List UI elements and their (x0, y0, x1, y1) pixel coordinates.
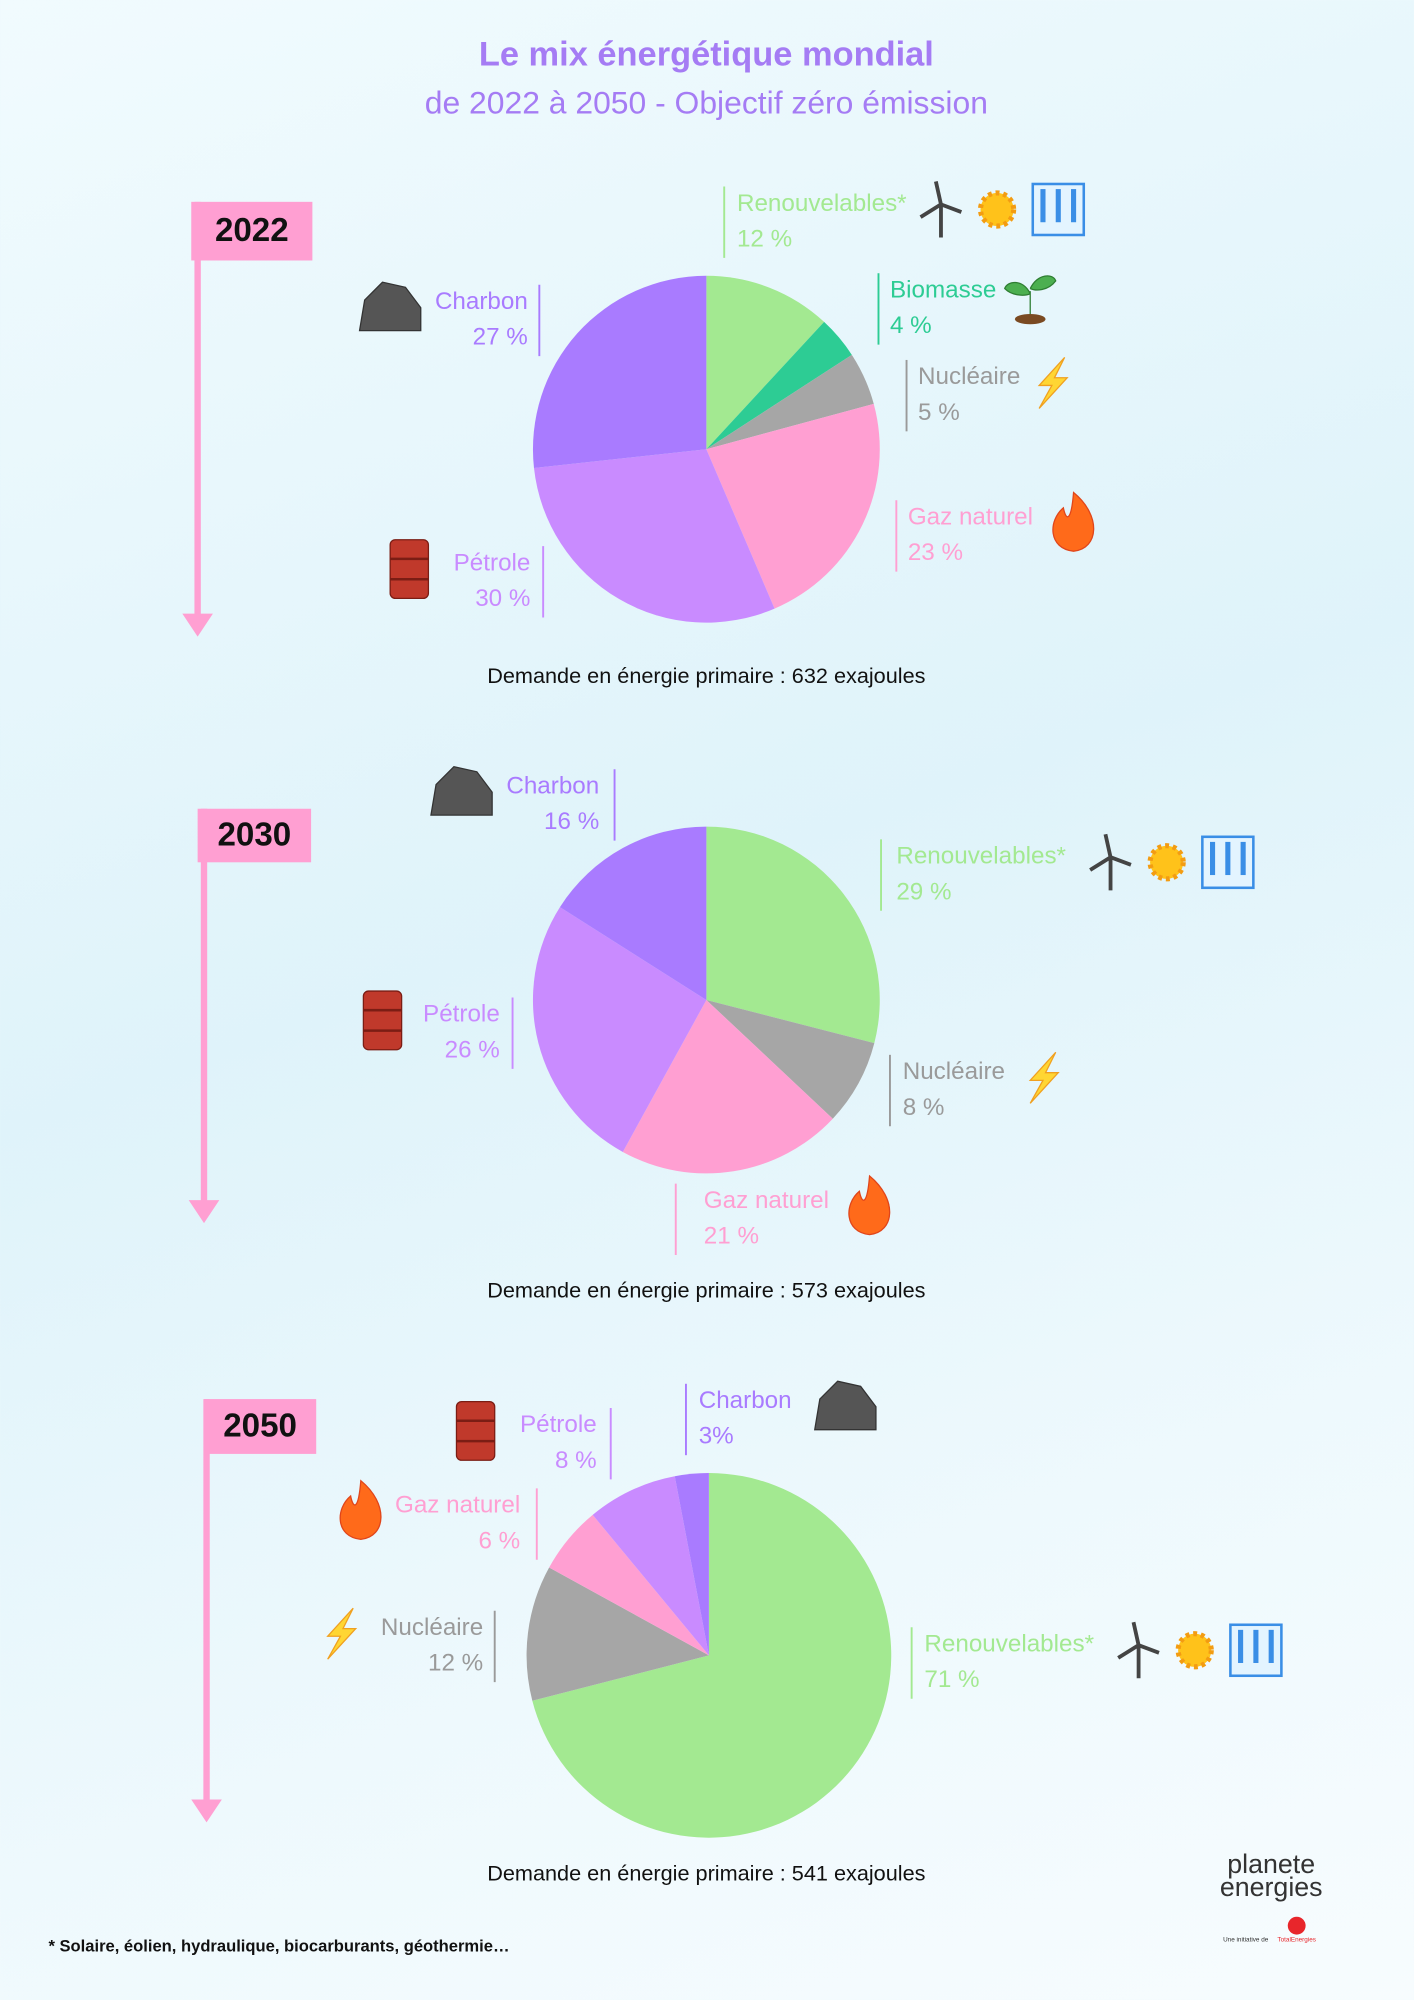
slice-value: 12 % (428, 1650, 483, 1677)
slice-label: Gaz naturel (704, 1187, 829, 1214)
slice-value: 8 % (555, 1447, 597, 1474)
slice-label: Renouvelables* (924, 1631, 1094, 1658)
logo-mark (1287, 1916, 1306, 1935)
demand-note: Demande en énergie primaire : 573 exajou… (487, 1278, 925, 1303)
pie-slice (706, 826, 880, 1044)
slice-label: Pétrole (454, 549, 531, 576)
year-box (191, 201, 313, 261)
year-label: 2050 (223, 1408, 297, 1445)
pie-slice (622, 1000, 833, 1174)
icon-flame (339, 1479, 382, 1540)
slice-label: Nucléaire (381, 1614, 483, 1641)
icon-sun (1175, 1631, 1214, 1670)
footnote: * Solaire, éolien, hydraulique, biocarbu… (48, 1937, 509, 1956)
slice-value: 5 % (918, 399, 960, 426)
icon-bolt (1028, 1051, 1060, 1104)
pie-slice (533, 449, 775, 623)
logo-brand: TotalEnergies (1277, 1936, 1316, 1943)
pie-slice (549, 1514, 709, 1656)
icon-sun (1147, 843, 1186, 882)
pie-slice (526, 1567, 709, 1701)
slice-label: Charbon (506, 772, 599, 799)
slice-label: Charbon (435, 288, 528, 315)
icon-barrel (389, 539, 430, 600)
subtitle: de 2022 à 2050 - Objectif zéro émission (425, 84, 988, 120)
slice-label: Renouvelables* (896, 843, 1066, 870)
pie-slice (592, 1476, 709, 1656)
year-label: 2030 (217, 817, 291, 854)
slice-value: 12 % (737, 225, 792, 252)
slice-value: 6 % (478, 1527, 520, 1554)
slice-label: Nucléaire (918, 363, 1020, 390)
year-box (197, 808, 312, 863)
pie-slice (674, 1473, 709, 1656)
slice-value: 26 % (445, 1036, 500, 1063)
slice-value: 21 % (704, 1223, 759, 1250)
year-label: 2022 (215, 212, 289, 249)
icon-turbine (919, 181, 963, 238)
icon-sprout (1003, 275, 1057, 317)
slice-label: Pétrole (423, 1001, 500, 1028)
pie-slice (706, 354, 874, 450)
slice-value: 27 % (473, 324, 528, 351)
slice-label: Pétrole (520, 1411, 597, 1438)
timeline-arrowhead (188, 1200, 220, 1224)
slice-label: Biomasse (890, 276, 996, 303)
icon-rock (813, 1380, 877, 1431)
slice-value: 30 % (475, 585, 530, 612)
icon-barrel (362, 990, 403, 1051)
slice-value: 4 % (890, 312, 932, 339)
icon-sprout (1014, 314, 1046, 325)
pie-slice (706, 321, 852, 450)
slice-value: 29 % (896, 878, 951, 905)
icon-turbine (1089, 833, 1132, 891)
slice-value: 8 % (903, 1094, 945, 1121)
timeline-arrowhead (191, 1799, 222, 1823)
icon-rock (430, 765, 493, 816)
icon-rock (358, 281, 422, 332)
icon-flame (848, 1174, 891, 1236)
slice-label: Renouvelables* (737, 190, 907, 217)
slice-label: Gaz naturel (395, 1492, 520, 1519)
pie-slice (706, 275, 825, 450)
slice-value: 3% (699, 1423, 734, 1450)
icon-sun (977, 190, 1017, 229)
pie-slice (532, 275, 707, 469)
logo-line: planete (1227, 1849, 1315, 1879)
demand-note: Demande en énergie primaire : 632 exajou… (487, 663, 925, 688)
slice-value: 23 % (908, 539, 963, 566)
slice-label: Gaz naturel (908, 503, 1033, 530)
timeline-arrowhead (182, 613, 213, 637)
icon-barrel (455, 1400, 496, 1461)
demand-note: Demande en énergie primaire : 541 exajou… (487, 1860, 925, 1885)
slice-value: 71 % (924, 1666, 979, 1693)
pie-slice (559, 826, 707, 1000)
icon-turbine (1117, 1621, 1160, 1679)
title: Le mix énergétique mondial (479, 36, 934, 74)
icon-bolt (326, 1607, 358, 1660)
year-box (204, 1399, 317, 1454)
icon-bolt (1037, 356, 1069, 409)
icon-flame (1052, 491, 1095, 552)
slice-value: 16 % (544, 808, 599, 835)
pie-slice (532, 1473, 892, 1838)
logo-tagline: Une initiative de (1223, 1936, 1269, 1943)
pie-slice (706, 403, 880, 609)
slice-label: Nucléaire (903, 1058, 1005, 1085)
pie-slice (532, 907, 707, 1152)
logo-line: energies (1220, 1872, 1323, 1902)
slice-label: Charbon (699, 1387, 792, 1414)
pie-slice (706, 1000, 875, 1119)
